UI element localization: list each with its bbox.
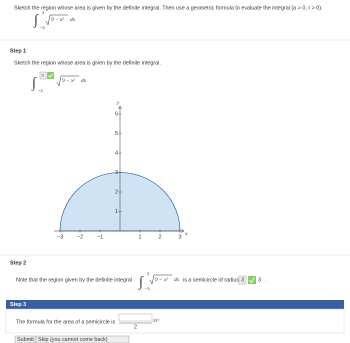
problem-text: Sketch the region whose area is given by…: [14, 5, 323, 11]
differential: dx: [174, 277, 180, 283]
check-mark: [249, 277, 255, 284]
x-tick-label: −2: [77, 234, 83, 240]
step-text: Sketch the region whose area is given by…: [14, 60, 161, 66]
problem-integral: ∫ 3 −3 9 − x² dx: [33, 10, 76, 30]
check-mark: [48, 73, 54, 79]
y-tick-label: 5: [115, 131, 118, 137]
step3-text: The formula for the area of a semicircle…: [16, 319, 115, 325]
correct-answer: 3: [258, 277, 261, 283]
check-icon: [47, 72, 54, 79]
formula-suffix: πr²: [153, 318, 160, 324]
differential: dx: [70, 17, 76, 23]
skip-button[interactable]: [35, 335, 130, 343]
integrand: 9 − x²: [155, 277, 168, 283]
x-tick-label: 3: [179, 234, 182, 240]
period: .: [265, 277, 267, 283]
y-tick-label: 1: [115, 209, 118, 215]
answer-box[interactable]: [39, 71, 47, 80]
step-body: [5, 308, 345, 334]
upper-limit: 3: [42, 10, 45, 15]
lower-limit: −3: [38, 88, 43, 93]
differential: dx: [81, 78, 87, 84]
step-label: Step 2: [10, 260, 26, 266]
submit-button[interactable]: [14, 335, 36, 343]
integrand: 9 − x²: [62, 78, 75, 84]
button-label: Submit: [17, 337, 34, 343]
answer: 3: [241, 277, 244, 283]
y-tick-label: 6: [115, 111, 118, 117]
x-tick-label: −1: [97, 234, 103, 240]
button-label: Skip (you cannot come back): [38, 337, 108, 343]
axis-arrow: [118, 105, 122, 110]
lower-limit: −3: [40, 25, 45, 30]
integral-sign: ∫: [31, 76, 37, 91]
step-label: Step 1: [10, 48, 26, 54]
numerator-input[interactable]: [118, 313, 153, 322]
radical: [149, 274, 172, 285]
step-label: Step 3: [10, 302, 26, 308]
lower-limit: −3: [145, 286, 150, 291]
integral-sign: ∫: [33, 13, 39, 28]
radical: [45, 14, 68, 26]
integral-sign: ∫: [138, 275, 144, 290]
upper-answer: 3: [42, 73, 45, 78]
x-tick-label: −3: [57, 234, 63, 240]
axis-arrow: [180, 229, 185, 233]
step-header: [6, 300, 344, 309]
denominator: 2: [134, 324, 137, 330]
upper-limit: 3: [147, 271, 150, 276]
check-icon: [248, 276, 256, 284]
step2-text: Note that the region given by the defini…: [16, 277, 132, 283]
x-tick-label: 1: [139, 234, 142, 240]
step2-integral: ∫ 3 −3 9 − x² dx: [138, 271, 180, 291]
y-axis-label: y: [116, 100, 120, 106]
integrand: 9 − x²: [51, 17, 64, 23]
step2-text: is a semicircle of radius: [183, 277, 239, 283]
radical: [56, 75, 79, 87]
y-tick-label: 2: [115, 189, 118, 195]
step1-integral: ∫ 3 −3 9 − x² dx: [31, 71, 87, 93]
x-axis-label: x: [184, 231, 188, 237]
y-tick-label: 4: [115, 150, 118, 156]
y-tick-label: 3: [115, 170, 118, 176]
answer-box[interactable]: [238, 275, 247, 285]
graph: y x −3 −2 −1 1 2 3 1 2 3 4 5 6: [54, 100, 188, 240]
x-tick-label: 2: [159, 234, 162, 240]
